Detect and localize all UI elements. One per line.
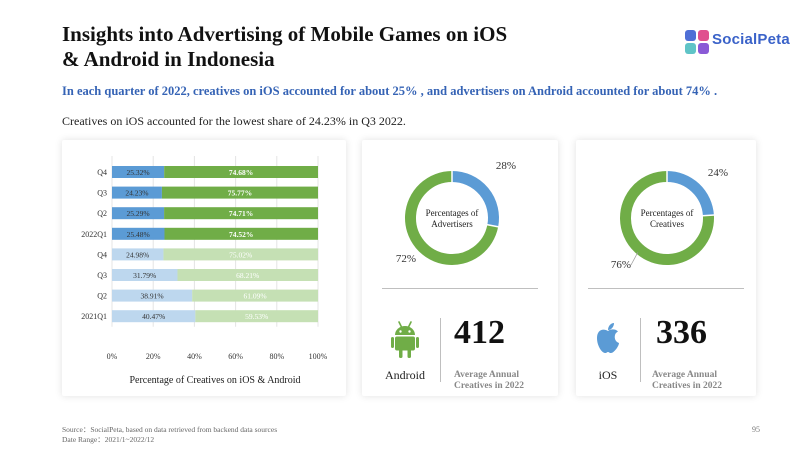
ios-bar (112, 186, 162, 199)
divider (382, 288, 538, 289)
donut-value-label: 24% (708, 167, 728, 179)
advertisers-panel: Percentages of Advertisers 28% 72% Android … (362, 140, 558, 396)
label-leader-line (630, 251, 639, 266)
chart-title: Percentage of Creatives on iOS & Android (129, 375, 300, 386)
title-line-1: Insights into Advertising of Mobile Game… (62, 22, 508, 46)
socialpeta-logo: SocialPeta (684, 27, 794, 57)
stat-divider (640, 318, 641, 382)
android-bar (163, 248, 318, 261)
insight-note: Creatives on iOS accounted for the lowes… (62, 114, 406, 128)
x-tick-label: 80% (269, 352, 284, 361)
ios-data-label: 25.32% (127, 168, 150, 177)
y-category-label: Q3 (97, 189, 107, 198)
y-category-label: Q4 (97, 250, 107, 259)
donut-slice (666, 171, 714, 217)
ios-bar (112, 227, 165, 240)
donut-center-title: Creatives (650, 219, 684, 229)
android-annual-creatives-value: 412 (454, 314, 505, 351)
page-number: 95 (752, 425, 760, 434)
donut-center-title: Percentages of (426, 208, 479, 218)
android-data-label: 59.53% (245, 312, 268, 321)
x-tick-label: 40% (187, 352, 202, 361)
ios-data-label: 24.23% (125, 189, 148, 198)
source-note: Source：SocialPeta, based on data retriev… (62, 425, 278, 444)
ios-annual-creatives-value: 336 (656, 314, 707, 351)
android-data-label: 75.77% (228, 189, 252, 198)
ios-bar (112, 166, 165, 178)
y-category-label: Q2 (97, 209, 107, 218)
slice-separator (486, 223, 499, 228)
donut-value-label: 28% (496, 160, 516, 172)
donut-center-title: Advertisers (431, 219, 473, 229)
subtitle: In each quarter of 2022, creatives on iO… (62, 84, 718, 98)
creatives-bar-chart-panel: 0% 20% 40% 60% 80% 100% Q4 25.32% 74.68% Q3 24.23%… (62, 140, 346, 396)
ios-bar (112, 269, 178, 281)
donut-slice (620, 171, 714, 265)
donut-center-title: Percentages of (641, 208, 694, 218)
ios-data-label: 38.91% (141, 292, 164, 301)
socialpeta-logo-icon (685, 30, 709, 54)
creatives-panel: Percentages of Creatives 24% 76% iOS 336 Av… (576, 140, 756, 396)
divider (588, 288, 744, 289)
android-data-label: 74.68% (229, 168, 253, 177)
android-data-label: 74.52% (229, 230, 253, 239)
donut-slice (405, 171, 499, 265)
donut-value-label: 72% (396, 253, 416, 265)
android-data-label: 68.21% (236, 271, 259, 280)
android-data-label: 75.02% (229, 250, 252, 259)
y-category-label: Q2 (97, 292, 107, 301)
x-tick-label: 0% (107, 352, 118, 361)
android-stat-caption: Average Annual Creatives in 2022 (454, 370, 525, 391)
page-title: Insights into Advertising of Mobile Game… (62, 22, 582, 72)
donut-slice (451, 171, 499, 227)
donut-value-label: 76% (611, 259, 631, 271)
android-data-label: 61.09% (244, 292, 267, 301)
ios-bar (112, 207, 165, 220)
ios-data-label: 25.48% (127, 230, 150, 239)
logo-text: SocialPeta (712, 31, 790, 48)
apple-icon (597, 323, 619, 353)
android-bar (195, 310, 318, 323)
android-bar (164, 227, 318, 240)
ios-data-label: 24.98% (126, 250, 149, 259)
ios-data-label: 40.47% (142, 312, 165, 321)
y-category-label: Q3 (97, 271, 107, 280)
ios-bar (112, 310, 196, 323)
title-line-2: & Android in Indonesia (62, 47, 275, 71)
y-category-label: 2022Q1 (81, 230, 107, 239)
stat-divider (440, 318, 441, 382)
ios-bar (112, 289, 193, 302)
x-tick-label: 20% (146, 352, 161, 361)
android-bar (192, 289, 318, 302)
android-bar (164, 166, 318, 178)
y-category-label: Q4 (97, 168, 107, 177)
ios-data-label: 31.79% (133, 271, 156, 280)
android-bar (161, 186, 318, 199)
android-icon (391, 321, 419, 358)
creatives-bar-chart: 0% 20% 40% 60% 80% 100% Q4 25.32% 74.68% Q3 24.23%… (81, 156, 328, 386)
ios-bar (112, 248, 164, 261)
android-data-label: 74.71% (229, 209, 253, 218)
x-tick-label: 60% (228, 352, 243, 361)
ios-data-label: 25.29% (126, 209, 149, 218)
y-category-label: 2021Q1 (81, 312, 107, 321)
x-tick-label: 100% (309, 352, 328, 361)
ios-platform-label: iOS (598, 368, 618, 382)
slice-separator (702, 214, 715, 217)
android-bar (164, 207, 318, 220)
ios-stat-caption: Average Annual Creatives in 2022 (652, 370, 723, 391)
android-bar (177, 269, 318, 281)
android-platform-label: Android (385, 368, 425, 382)
